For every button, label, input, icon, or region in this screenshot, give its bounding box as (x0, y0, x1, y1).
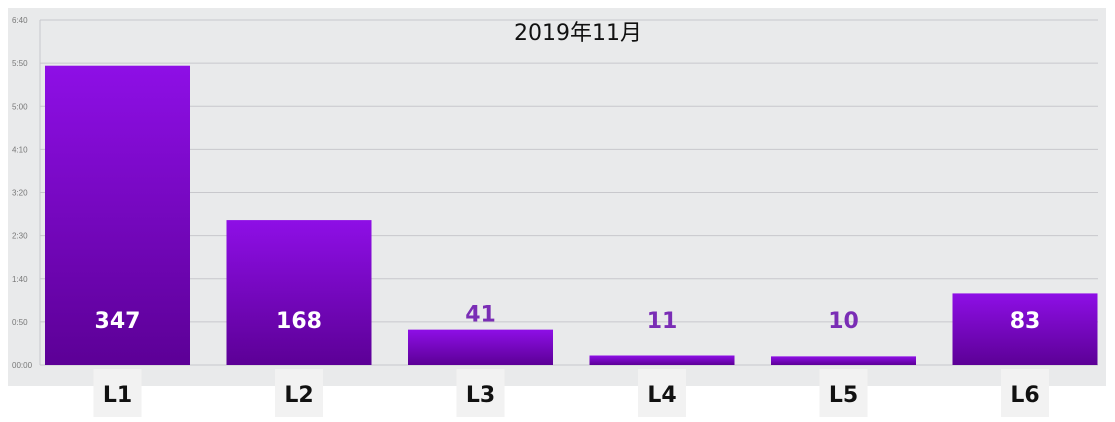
bar-l2 (226, 220, 372, 365)
x-tick-label: L2 (284, 383, 313, 408)
data-label: 41 (465, 303, 496, 328)
data-label: 10 (828, 309, 859, 334)
category-label-box (638, 369, 686, 417)
bar-l1 (45, 65, 190, 366)
bar-l4 (589, 355, 735, 365)
x-tick-label: L6 (1010, 383, 1039, 408)
y-tick-label: 6:40 (12, 16, 28, 25)
y-tick-label: 2:30 (12, 232, 28, 241)
data-label: 347 (95, 309, 141, 334)
category-label-box (1001, 369, 1049, 417)
plot-background (8, 8, 1106, 386)
category-label-boxes (93, 369, 1049, 417)
data-labels: 347 L1 168 L2 41 L3 11 L4 10 L5 83 L6 (95, 303, 1041, 408)
category-label-box (456, 369, 505, 417)
data-label: 83 (1010, 309, 1041, 334)
x-tick-label: L3 (466, 383, 495, 408)
x-tick-label: L4 (647, 383, 676, 408)
y-tick-label: 3:20 (12, 189, 28, 198)
data-label: 11 (647, 309, 678, 334)
y-axis-ticks: 00:00 0:50 1:40 2:30 3:20 4:10 5:00 5:50 6:40 (12, 16, 33, 370)
gridlines (39, 19, 1098, 366)
y-tick-label: 0:50 (12, 318, 28, 327)
y-tick-label: 00:00 (12, 361, 33, 370)
data-label: 168 (276, 309, 322, 334)
x-tick-label: L5 (829, 383, 858, 408)
bar-l6 (952, 293, 1098, 365)
x-tick-label: L1 (103, 383, 132, 408)
category-label-box (819, 369, 868, 417)
bar-l5 (771, 356, 916, 365)
y-tick-label: 4:10 (12, 145, 28, 154)
category-label-box (275, 369, 323, 417)
y-tick-label: 1:40 (12, 275, 28, 284)
chart-title: 2019年11月 (514, 21, 642, 46)
bars (45, 65, 1098, 366)
y-tick-label: 5:00 (12, 102, 28, 111)
bar-l3 (408, 329, 553, 365)
category-label-box (93, 369, 142, 417)
y-tick-label: 5:50 (12, 59, 28, 68)
